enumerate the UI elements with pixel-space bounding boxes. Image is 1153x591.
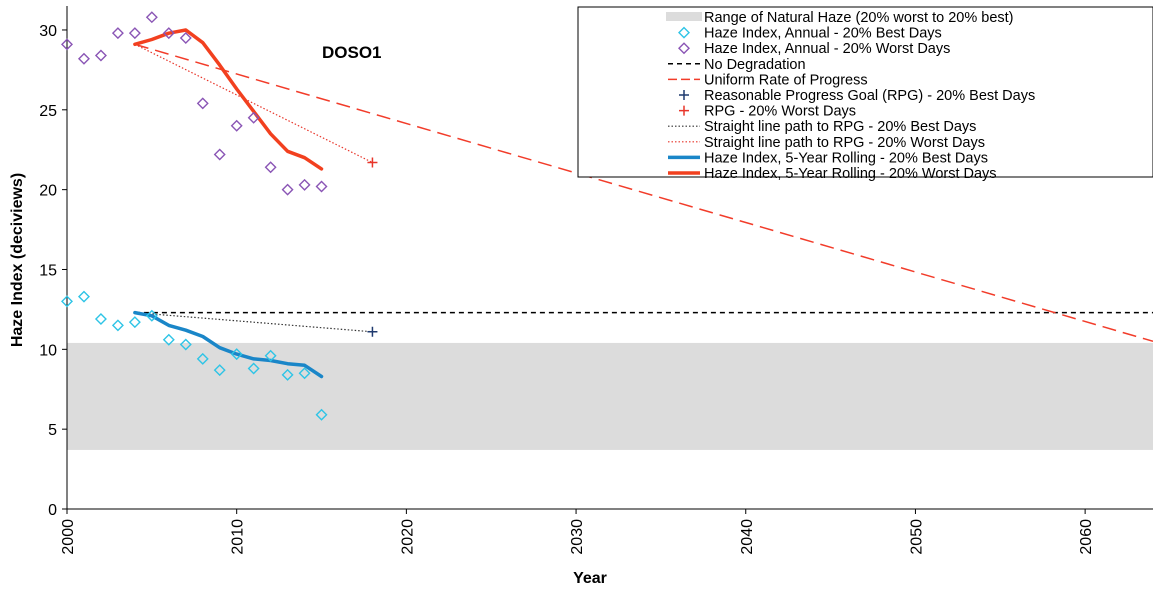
series-3 (134, 43, 1153, 343)
legend-label: Haze Index, 5-Year Rolling - 20% Worst D… (704, 166, 997, 182)
legend-label: RPG - 20% Worst Days (704, 104, 856, 120)
natural-haze-band (67, 342, 1153, 450)
legend-box (577, 6, 1153, 178)
series-4 (367, 326, 378, 337)
x-tick-label: 2020 (399, 519, 416, 555)
data-point-diamond (315, 408, 328, 421)
y-tick-label: 20 (39, 183, 57, 200)
legend-label: Haze Index, Annual - 20% Worst Days (704, 41, 950, 57)
series-8 (133, 310, 324, 379)
y-tick-label: 10 (39, 342, 57, 359)
data-point-plus (679, 90, 689, 100)
y-tick-label: 25 (39, 103, 57, 120)
x-tick-label: 2000 (60, 519, 77, 555)
data-point-diamond (247, 111, 260, 124)
data-point-diamond (230, 348, 243, 361)
y-tick-label: 0 (48, 502, 57, 519)
data-point-diamond (145, 11, 158, 24)
data-point-diamond (247, 362, 260, 375)
data-point-diamond (77, 52, 90, 65)
legend-label: Straight line path to RPG - 20% Best Day… (704, 119, 976, 135)
series-line (134, 43, 373, 164)
data-point-diamond (162, 27, 175, 40)
data-point-diamond (111, 27, 124, 40)
legend-label: Range of Natural Haze (20% worst to 20% … (704, 10, 1013, 26)
data-point-diamond (61, 295, 73, 308)
data-point-diamond (298, 178, 311, 191)
x-tick-label: 2030 (569, 519, 586, 555)
data-point-diamond (179, 338, 192, 351)
y-tick-label: 15 (39, 262, 57, 279)
legend-label: Haze Index, Annual - 20% Best Days (704, 26, 942, 42)
series-line (133, 310, 324, 379)
data-point-diamond (213, 148, 226, 161)
legend-swatch-band (666, 12, 702, 21)
legend: Range of Natural Haze (20% worst to 20% … (577, 6, 1153, 182)
series-line (134, 312, 373, 333)
series-0 (61, 290, 328, 421)
data-point-diamond (61, 38, 73, 51)
data-point-diamond (264, 161, 277, 174)
x-axis-title: Year (573, 570, 607, 587)
data-point-diamond (678, 42, 690, 55)
data-point-diamond (94, 49, 107, 62)
data-point-plus (367, 157, 378, 168)
x-tick-label: 2060 (1078, 519, 1095, 555)
series-line (134, 43, 1153, 343)
site-annotation: DOSO1 (322, 43, 382, 62)
y-axis-title: Haze Index (deciviews) (9, 173, 26, 347)
legend-label: No Degradation (704, 57, 806, 73)
natural-haze-band-layer (67, 342, 1153, 450)
data-point-diamond (678, 26, 690, 39)
axes: 0 5 10 15 20 25 30 2000 2010 2020 2030 2040 2050 2060 (39, 6, 1153, 555)
y-tick-label: 30 (39, 23, 57, 40)
data-point-diamond (298, 367, 311, 380)
data-point-diamond (230, 119, 243, 132)
data-point-diamond (281, 368, 294, 381)
series-9 (133, 28, 324, 171)
data-point-diamond (111, 319, 124, 332)
data-point-diamond (264, 349, 277, 362)
legend-label: Uniform Rate of Progress (704, 72, 868, 88)
data-point-diamond (162, 333, 175, 346)
legend-label: Straight line path to RPG - 20% Worst Da… (704, 135, 985, 151)
data-point-diamond (145, 309, 158, 322)
series-1 (61, 11, 328, 196)
data-point-diamond (179, 31, 192, 44)
data-point-diamond (196, 352, 209, 365)
legend-label: Reasonable Progress Goal (RPG) - 20% Bes… (704, 88, 1035, 104)
data-point-diamond (196, 97, 209, 110)
data-point-plus (367, 326, 378, 337)
data-point-diamond (77, 290, 90, 303)
data-point-diamond (128, 27, 141, 40)
series-line (133, 28, 324, 171)
y-tick-label: 5 (48, 422, 57, 439)
data-point-diamond (94, 312, 107, 325)
series-6 (134, 312, 373, 333)
x-tick-label: 2010 (230, 519, 247, 555)
legend-label: Haze Index, 5-Year Rolling - 20% Best Da… (704, 150, 988, 166)
data-point-diamond (213, 364, 226, 377)
data-point-diamond (281, 183, 294, 196)
x-tick-label: 2040 (739, 519, 756, 555)
data-point-plus (679, 105, 689, 116)
data-point-diamond (315, 180, 328, 193)
series-layer (61, 11, 1153, 421)
data-point-diamond (128, 316, 141, 329)
series-7 (134, 43, 373, 164)
series-5 (367, 157, 378, 168)
x-tick-label: 2050 (908, 519, 925, 555)
